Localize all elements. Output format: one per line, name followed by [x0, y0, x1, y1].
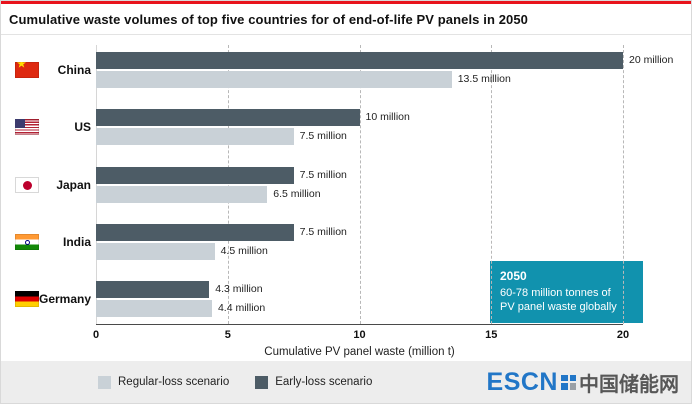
gridline-5 — [227, 45, 229, 324]
bar-group-us: US 10 million 7.5 million — [15, 109, 623, 145]
country-label-us: US — [1, 119, 93, 135]
bar-group-germany: Germany 4.3 million 4.4 million — [15, 281, 623, 317]
bar-value-label: 13.5 million — [457, 73, 511, 85]
gridline-10 — [359, 45, 361, 324]
callout-text-line2: PV panel waste globally — [500, 301, 617, 314]
country-name-germany: Germany — [39, 292, 92, 306]
top-accent-line — [1, 1, 691, 4]
bar-value-label: 4.4 million — [217, 302, 266, 314]
bar-value-label: 7.5 million — [299, 169, 347, 181]
bar-value-label: 7.5 million — [299, 226, 347, 238]
x-axis-ticks: 0 5 10 15 20 — [92, 329, 629, 345]
bar-regular-loss-china: 13.5 million — [96, 71, 511, 88]
escn-logo: ESCN 中国储能网 — [487, 368, 679, 397]
bar-value-label: 4.5 million — [220, 245, 268, 257]
bar-early-loss-japan: 7.5 million — [96, 167, 347, 184]
x-tick-5: 5 — [224, 329, 231, 341]
chart-title: Cumulative waste volumes of top five cou… — [9, 12, 529, 27]
escn-logo-text: ESCN — [486, 367, 558, 396]
flag-germany-icon — [15, 291, 39, 307]
bar-early-loss-germany: 4.3 million — [96, 281, 263, 298]
flag-us-icon — [15, 119, 39, 135]
bar-value-label: 10 million — [365, 111, 410, 123]
country-name-china: China — [57, 63, 91, 77]
bar-regular-loss-us: 7.5 million — [96, 128, 347, 145]
bar-value-label: 6.5 million — [273, 188, 321, 200]
bar-group-japan: Japan 7.5 million 6.5 million — [15, 167, 623, 203]
x-tick-0: 0 — [92, 329, 100, 341]
bar-value-label: 7.5 million — [299, 130, 347, 142]
legend-swatch — [255, 375, 269, 389]
x-axis-label: Cumulative PV panel waste (million t) — [264, 346, 455, 358]
gridline-15 — [491, 45, 493, 324]
country-label-china: China — [1, 62, 93, 78]
footer-bar: Regular-loss scenario Early-loss scenario… — [1, 361, 691, 403]
x-tick-10: 10 — [353, 329, 366, 341]
flag-japan-icon — [15, 177, 39, 193]
escn-logo-grid-icon — [561, 374, 576, 390]
x-tick-15: 15 — [485, 329, 498, 341]
bar-value-label: 20 million — [629, 54, 674, 66]
country-name-india: India — [62, 235, 91, 249]
country-label-japan: Japan — [1, 177, 93, 193]
legend: Regular-loss scenario Early-loss scenario — [98, 375, 373, 389]
chart-header: Cumulative waste volumes of top five cou… — [1, 4, 691, 35]
bar-group-india: India 7.5 million 4.5 million — [15, 224, 623, 260]
flag-india-icon — [15, 234, 39, 250]
bar-value-label: 4.3 million — [215, 283, 263, 295]
legend-item-regular-loss: Regular-loss scenario — [98, 375, 230, 389]
country-name-japan: Japan — [56, 178, 91, 192]
gridline-0 — [96, 45, 97, 324]
bar-regular-loss-germany: 4.4 million — [96, 300, 265, 317]
bar-regular-loss-japan: 6.5 million — [96, 186, 321, 203]
legend-item-early-loss: Early-loss scenario — [255, 375, 373, 389]
bar-early-loss-us: 10 million — [96, 109, 410, 126]
bar-group-china: China 20 million 13.5 million — [15, 52, 673, 88]
legend-label: Early-loss scenario — [275, 376, 373, 388]
chart-area: 2050 60-78 million tonnes of PV panel wa… — [15, 45, 673, 358]
callout-2050: 2050 60-78 million tonnes of PV panel wa… — [490, 261, 643, 323]
bar-early-loss-china: 20 million — [96, 52, 673, 69]
gridline-20 — [623, 45, 624, 324]
callout-year: 2050 — [500, 269, 527, 283]
plot-area: 2050 60-78 million tonnes of PV panel wa… — [15, 45, 673, 325]
legend-label: Regular-loss scenario — [118, 376, 230, 388]
country-name-us: US — [74, 120, 91, 134]
x-tick-20: 20 — [616, 329, 630, 341]
legend-swatch — [98, 375, 111, 389]
country-label-germany: Germany — [1, 291, 93, 307]
callout-text-line1: 60-78 million tonnes of — [500, 287, 611, 299]
flag-china-icon — [15, 62, 39, 78]
bar-early-loss-india: 7.5 million — [96, 224, 347, 241]
bar-regular-loss-india: 4.5 million — [96, 243, 268, 260]
country-label-india: India — [1, 234, 93, 250]
escn-logo-chinese-text: 中国储能网 — [579, 373, 679, 396]
